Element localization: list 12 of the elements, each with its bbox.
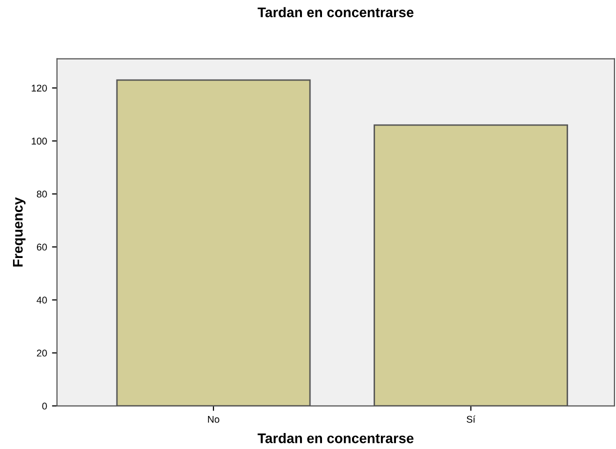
x-axis-title: Tardan en concentrarse bbox=[258, 433, 414, 444]
x-tick-label: No bbox=[208, 416, 220, 423]
y-tick-label: 80 bbox=[36, 190, 47, 198]
y-tick-label: 60 bbox=[36, 244, 47, 251]
y-tick-label: 100 bbox=[32, 138, 47, 145]
y-tick-label: 120 bbox=[32, 84, 47, 92]
y-tick-label: 20 bbox=[36, 350, 47, 357]
x-tick-label: Sí bbox=[466, 416, 476, 423]
y-tick-label: 40 bbox=[36, 296, 47, 304]
y-axis-title: Frequency bbox=[13, 197, 26, 267]
chart-title: Tardan en concentrarse bbox=[258, 7, 414, 18]
y-tick-label: 0 bbox=[42, 402, 47, 410]
